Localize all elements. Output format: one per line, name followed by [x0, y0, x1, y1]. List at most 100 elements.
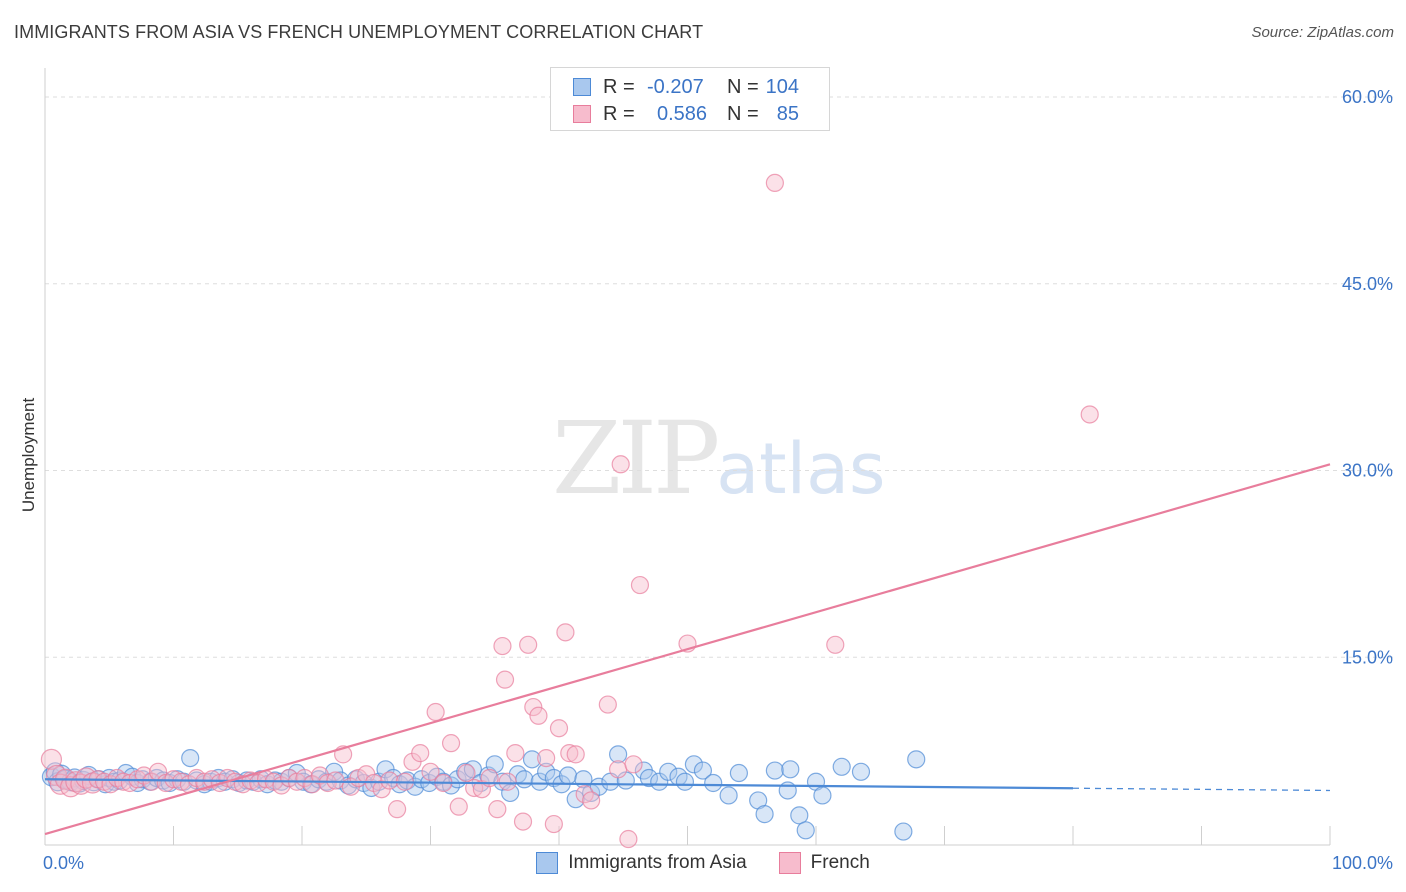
french-point: [630, 575, 650, 595]
bottom-legend-swatch-asia: [536, 852, 559, 874]
asia-point: [851, 762, 871, 781]
french-point: [529, 706, 548, 725]
asia-point: [181, 748, 200, 768]
french-point: [619, 829, 638, 849]
french-point: [114, 772, 133, 791]
legend-r-label: R =: [603, 102, 635, 125]
asia-point: [522, 750, 542, 769]
asia-point: [684, 755, 704, 774]
legend-n-value-asia: 104: [765, 75, 799, 98]
asia-point: [693, 761, 713, 780]
asia-point: [609, 745, 628, 764]
asia-point: [894, 822, 913, 841]
asia-point: [781, 760, 800, 779]
asia-point: [704, 773, 723, 793]
french-point: [524, 697, 543, 717]
asia-point: [675, 772, 695, 791]
legend: R = -0.207 N = 104 R = 0.586 N = 85: [550, 67, 830, 131]
watermark-atlas: atlas: [716, 428, 886, 510]
asia-trend-line: [44, 778, 1074, 790]
asia-point: [755, 805, 774, 824]
chart-title: IMMIGRANTS FROM ASIA VS FRENCH UNEMPLOYM…: [14, 22, 704, 42]
watermark-zip: ZIP: [552, 400, 720, 517]
x-tick-label: 0.0%: [43, 853, 84, 873]
asia-point: [832, 757, 851, 776]
french-point: [598, 695, 617, 714]
french-point: [498, 772, 517, 791]
french-point: [624, 755, 643, 774]
source-label: Source: ZipAtlas.com: [1251, 24, 1394, 41]
french-point: [449, 797, 468, 816]
french-point: [506, 744, 525, 763]
legend-row-french: R = 0.586 N = 85: [573, 102, 799, 126]
asia-point: [501, 783, 520, 803]
french-point: [457, 763, 476, 783]
french-point: [537, 748, 556, 768]
data-points: [40, 173, 1099, 849]
y-tick-label: 30.0%: [1342, 461, 1393, 481]
bottom-legend-label-french: French: [810, 852, 870, 873]
y-axis-label: Unemployment: [19, 398, 38, 513]
french-point: [582, 791, 601, 810]
french-point: [380, 771, 399, 790]
asia-point: [566, 790, 585, 809]
asia-point: [659, 762, 678, 781]
french-point: [609, 760, 628, 779]
legend-swatch-asia: [573, 78, 591, 96]
y-tick-label: 60.0%: [1342, 87, 1393, 107]
french-point: [493, 636, 512, 656]
french-point: [513, 812, 533, 831]
french-point: [566, 745, 585, 764]
bottom-legend-label-asia: Immigrants from Asia: [568, 852, 747, 873]
asia-point: [729, 763, 749, 783]
x-tick-label: 100.0%: [1332, 853, 1393, 873]
french-point: [326, 771, 345, 790]
axes: [44, 68, 1331, 846]
grid-lines: [45, 96, 1394, 658]
asia-point: [589, 777, 608, 796]
bottom-legend-item-french[interactable]: French: [778, 852, 870, 874]
legend-n-label: N =: [727, 75, 759, 98]
y-tick-label: 45.0%: [1342, 274, 1393, 294]
french-trend-line: [44, 463, 1331, 836]
asia-point: [650, 772, 669, 791]
french-point: [40, 748, 63, 770]
bottom-legend-swatch-french: [778, 852, 801, 874]
legend-n-value-french: 85: [776, 102, 799, 125]
french-point: [1080, 405, 1099, 424]
french-point: [560, 744, 579, 763]
french-point: [488, 800, 507, 819]
watermark: ZIPatlas: [552, 400, 885, 517]
y-tick-label: 15.0%: [1342, 647, 1393, 667]
french-point: [826, 635, 845, 654]
legend-r-value-asia: -0.207: [647, 75, 704, 98]
french-point: [495, 670, 515, 689]
bottom-legend: Immigrants from Asia French: [0, 852, 1406, 874]
asia-point: [778, 781, 797, 800]
asia-point: [765, 761, 784, 780]
legend-r-label: R =: [603, 75, 635, 98]
legend-row-asia: R = -0.207 N = 104: [573, 75, 799, 99]
french-point: [142, 772, 161, 791]
french-point: [765, 173, 784, 193]
asia-point: [485, 755, 504, 774]
x-tick-labels: 0.0% 100.0%: [43, 853, 1393, 873]
legend-n-label: N =: [727, 102, 759, 125]
asia-point: [719, 786, 738, 805]
french-point: [556, 623, 575, 642]
asia-point: [530, 772, 549, 791]
french-point: [544, 814, 563, 834]
asia-point: [558, 766, 578, 785]
french-point: [441, 734, 461, 753]
asia-point: [639, 768, 659, 788]
legend-swatch-french: [573, 105, 591, 123]
bottom-legend-item-asia[interactable]: Immigrants from Asia: [536, 852, 747, 874]
y-tick-labels: 15.0% 30.0% 45.0% 60.0%: [1342, 87, 1393, 667]
french-point: [426, 702, 445, 722]
french-point: [421, 762, 440, 781]
asia-point: [796, 821, 815, 840]
asia-trend-line-dashed: [1072, 787, 1331, 792]
french-point: [411, 744, 430, 763]
asia-point: [907, 750, 926, 769]
